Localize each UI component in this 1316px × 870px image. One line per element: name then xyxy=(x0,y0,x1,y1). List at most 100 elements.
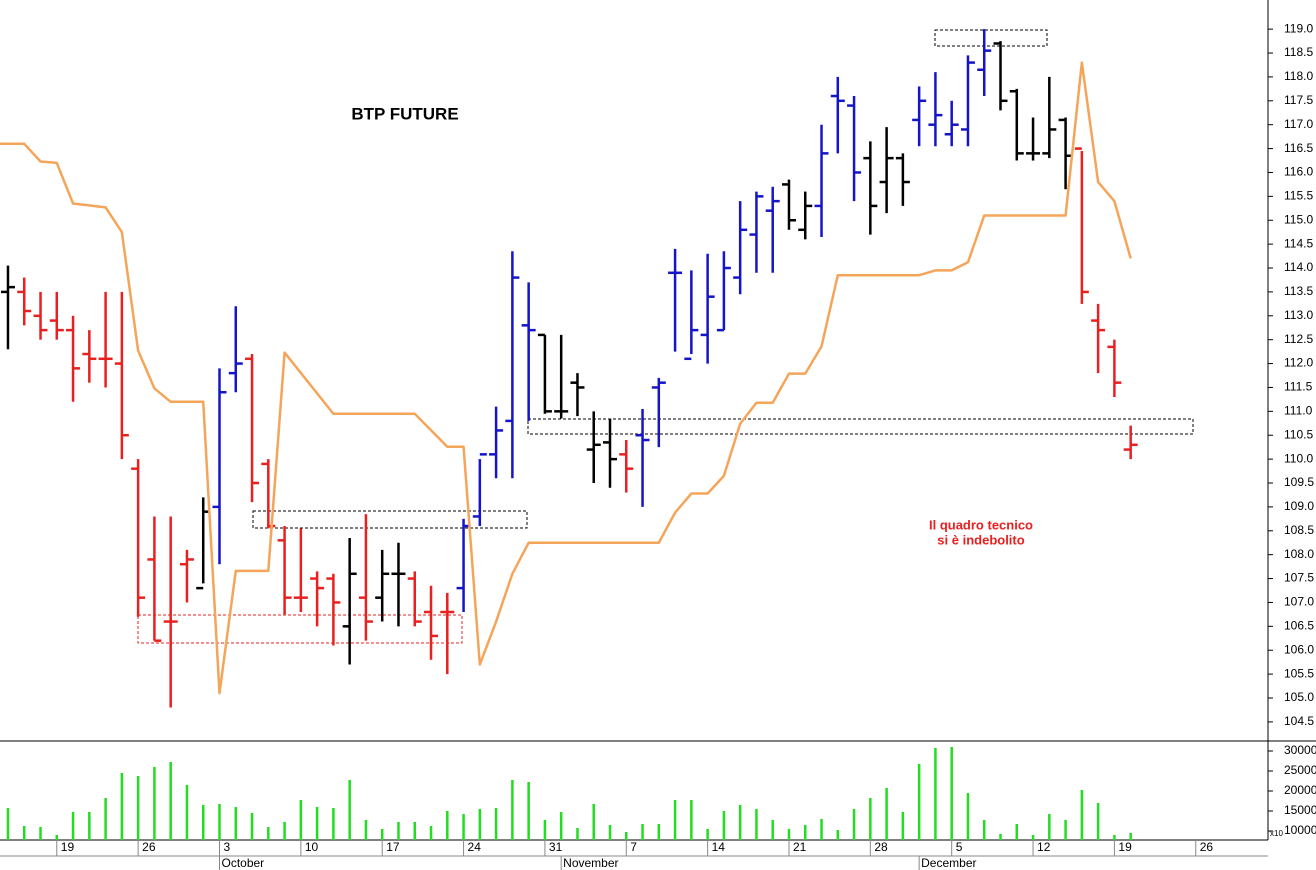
volume-bar xyxy=(755,809,758,840)
y-tick-label: 114.5 xyxy=(1284,236,1313,250)
y-tick-label: 107.5 xyxy=(1284,571,1314,585)
y-tick-label: 115.0 xyxy=(1284,212,1313,226)
volume-bar xyxy=(706,829,709,840)
y-tick-label: 116.0 xyxy=(1284,165,1313,179)
x-tick-label: 7 xyxy=(630,840,637,854)
volume-bar xyxy=(722,811,726,840)
y-tick-label: 117.5 xyxy=(1284,93,1313,107)
volume-bar xyxy=(201,805,205,840)
range-box xyxy=(527,418,1194,435)
annotation: si è indebolito xyxy=(937,532,1024,547)
volume-bar xyxy=(511,780,514,840)
volume-bar xyxy=(625,832,628,840)
x-tick-label: 19 xyxy=(1118,840,1132,854)
volume-bar xyxy=(332,808,335,840)
y-tick-label: 116.5 xyxy=(1284,141,1313,155)
y-tick-label: 111.5 xyxy=(1284,380,1313,394)
volume-bar xyxy=(820,819,823,840)
y-tick-label: 108.0 xyxy=(1284,547,1314,561)
volume-bar xyxy=(348,780,351,840)
volume-bar xyxy=(136,776,140,840)
y-tick-label: 113.5 xyxy=(1284,284,1313,298)
y-tick-label: 110.0 xyxy=(1284,451,1313,465)
volume-bar xyxy=(315,807,319,840)
x-tick-label: 10 xyxy=(305,840,319,854)
y-tick-label: 10000 xyxy=(1284,823,1316,837)
volume-bar xyxy=(185,785,189,840)
y-tick-label: 118.5 xyxy=(1284,45,1313,59)
volume-bar xyxy=(88,812,91,840)
volume-bar xyxy=(885,788,888,840)
month-label: November xyxy=(563,856,618,870)
volume-bar xyxy=(982,820,986,840)
x-tick-label: 12 xyxy=(1037,840,1051,854)
volume-bar xyxy=(283,822,286,840)
chart-title: BTP FUTURE xyxy=(351,104,458,123)
y-tick-label: 112.0 xyxy=(1284,356,1313,370)
y-tick-label: 105.0 xyxy=(1284,690,1314,704)
x-tick-label: 17 xyxy=(386,840,400,854)
volume-bar xyxy=(397,822,400,840)
volume-bar xyxy=(950,747,953,840)
y-tick-label: 117.0 xyxy=(1284,117,1313,131)
volume-bar xyxy=(120,773,124,840)
range-box xyxy=(934,29,1048,47)
volume-bar xyxy=(576,828,579,840)
x-tick-label: 14 xyxy=(712,840,726,854)
volume-bar xyxy=(71,812,75,840)
unit-label: x10 xyxy=(1270,829,1283,838)
y-tick-label: 105.5 xyxy=(1284,666,1314,680)
y-tick-label: 106.0 xyxy=(1284,642,1314,656)
y-tick-label: 114.0 xyxy=(1284,260,1313,274)
volume-bar xyxy=(787,829,791,840)
y-tick-label: 104.5 xyxy=(1284,714,1314,728)
x-tick-label: 28 xyxy=(874,840,888,854)
volume-bar xyxy=(836,830,840,840)
volume-bar xyxy=(267,827,270,840)
y-tick-label: 112.5 xyxy=(1284,332,1313,346)
volume-bar xyxy=(250,813,254,840)
volume-bar xyxy=(1031,835,1035,840)
indicator-line xyxy=(0,61,1132,695)
month-label: October xyxy=(221,856,264,870)
y-tick-label: 115.5 xyxy=(1284,189,1313,203)
volume-bar xyxy=(446,811,449,840)
x-tick-label: 26 xyxy=(142,840,156,854)
volume-bar xyxy=(934,748,937,840)
volume-bar xyxy=(494,808,498,840)
volume-bar xyxy=(1129,833,1132,840)
x-tick-label: 21 xyxy=(793,840,807,854)
volume-bar xyxy=(690,800,693,840)
volume-bar xyxy=(1113,835,1116,840)
volume-bar xyxy=(1080,790,1084,840)
volume-bar xyxy=(169,762,172,840)
y-tick-label: 25000 xyxy=(1284,763,1316,777)
x-tick-label: 31 xyxy=(549,840,563,854)
volume-bar xyxy=(543,820,547,840)
volume-bar xyxy=(738,805,742,840)
volume-bar xyxy=(413,822,416,840)
y-tick-label: 109.0 xyxy=(1284,499,1314,513)
y-tick-label: 111.0 xyxy=(1284,404,1313,418)
y-tick-label: 106.5 xyxy=(1284,619,1314,633)
y-tick-label: 113.0 xyxy=(1284,308,1313,322)
y-tick-label: 118.0 xyxy=(1284,69,1313,83)
volume-bar xyxy=(673,800,677,840)
volume-bar xyxy=(1048,814,1051,840)
x-tick-label: 19 xyxy=(61,840,75,854)
y-tick-label: 110.5 xyxy=(1284,427,1313,441)
volume-bar xyxy=(559,812,563,840)
volume-bar xyxy=(1015,824,1019,840)
x-tick-label: 5 xyxy=(956,840,963,854)
volume-bar xyxy=(804,825,807,840)
y-tick-label: 119.0 xyxy=(1284,21,1313,35)
volume-bar xyxy=(104,798,107,840)
volume-bar xyxy=(39,827,42,840)
volume-bar xyxy=(218,804,221,840)
highlight-boxes xyxy=(137,29,1194,644)
x-tick-label: 26 xyxy=(1200,840,1214,854)
range-box xyxy=(252,510,528,529)
volume-bar xyxy=(1096,803,1100,840)
volume-bar xyxy=(608,825,612,840)
